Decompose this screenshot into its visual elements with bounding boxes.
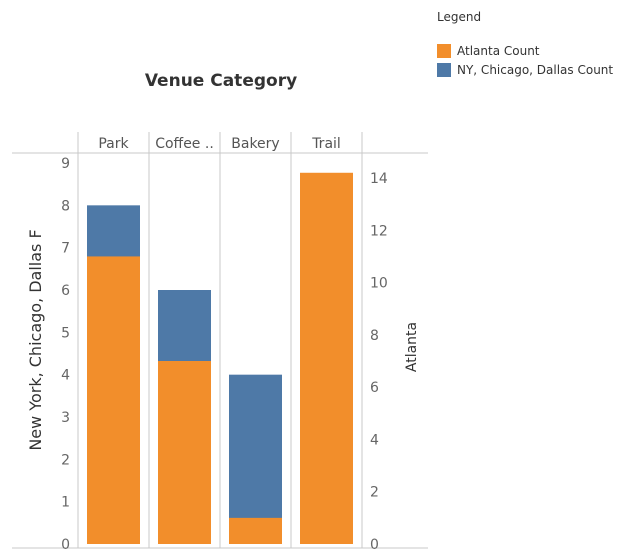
right-tick-label: 6: [370, 380, 379, 396]
bars-group: [87, 172, 353, 545]
left-tick-label: 0: [61, 537, 70, 553]
legend-label-ny: NY, Chicago, Dallas Count: [457, 63, 614, 77]
chart-title: Venue Category: [145, 71, 297, 91]
category-header-row: Park Coffee .. Bakery Trail: [12, 136, 428, 154]
left-tick-label: 6: [61, 283, 70, 299]
legend-title: Legend: [437, 10, 482, 24]
category-label: Bakery: [231, 136, 279, 152]
right-tick-label: 14: [370, 171, 388, 187]
right-axis-ticks: 0 2 4 6 8 10 12 14: [370, 171, 388, 553]
left-axis-label: New York, Chicago, Dallas F: [26, 229, 45, 450]
right-axis-label: Atlanta: [404, 322, 420, 372]
right-tick-label: 4: [370, 432, 379, 448]
right-tick-label: 8: [370, 328, 379, 344]
left-tick-label: 1: [61, 495, 70, 511]
left-tick-label: 3: [61, 410, 70, 426]
bar-atlanta-1[interactable]: [158, 361, 211, 544]
left-tick-label: 2: [61, 452, 70, 468]
category-label: Coffee ..: [155, 136, 214, 152]
right-tick-label: 10: [370, 276, 388, 292]
bar-atlanta-3[interactable]: [300, 172, 353, 544]
left-tick-label: 5: [61, 325, 70, 341]
category-label: Trail: [311, 136, 341, 152]
left-tick-label: 4: [61, 368, 70, 384]
bar-ny-2[interactable]: [229, 374, 282, 544]
right-tick-label: 2: [370, 485, 379, 501]
right-tick-label: 12: [370, 223, 388, 239]
pane-dividers: [12, 132, 428, 549]
right-tick-label: 0: [370, 537, 379, 553]
category-label: Park: [98, 136, 129, 152]
left-tick-label: 7: [61, 241, 70, 257]
left-axis-ticks: 0 1 2 3 4 5 6 7 8 9: [61, 156, 70, 553]
legend-swatch-atlanta: [437, 44, 451, 58]
bar-atlanta-0[interactable]: [87, 256, 140, 544]
bar-atlanta-2[interactable]: [229, 517, 282, 544]
legend-item-atlanta[interactable]: Atlanta Count: [437, 44, 613, 58]
left-tick-label: 8: [61, 198, 70, 214]
legend-label-atlanta: Atlanta Count: [457, 44, 540, 58]
legend-swatch-ny: [437, 63, 451, 77]
legend-item-ny[interactable]: NY, Chicago, Dallas Count: [437, 63, 613, 77]
left-tick-label: 9: [61, 156, 70, 172]
legend: Legend Atlanta Count NY, Chicago, Dallas…: [437, 10, 613, 82]
